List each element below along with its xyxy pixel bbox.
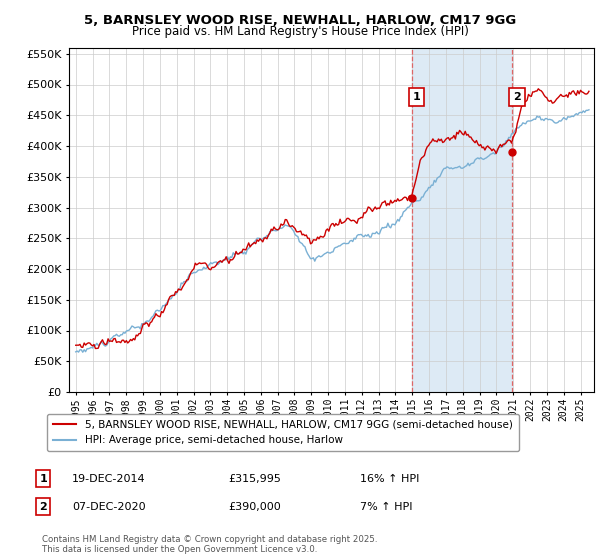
Text: 5, BARNSLEY WOOD RISE, NEWHALL, HARLOW, CM17 9GG: 5, BARNSLEY WOOD RISE, NEWHALL, HARLOW, … <box>84 14 516 27</box>
Text: Contains HM Land Registry data © Crown copyright and database right 2025.
This d: Contains HM Land Registry data © Crown c… <box>42 535 377 554</box>
Text: 16% ↑ HPI: 16% ↑ HPI <box>360 474 419 484</box>
Text: 2: 2 <box>513 92 521 102</box>
Text: £315,995: £315,995 <box>228 474 281 484</box>
Text: 1: 1 <box>413 92 421 102</box>
Text: 2: 2 <box>40 502 47 512</box>
Bar <box>412 48 512 392</box>
Text: Price paid vs. HM Land Registry's House Price Index (HPI): Price paid vs. HM Land Registry's House … <box>131 25 469 38</box>
Text: 7% ↑ HPI: 7% ↑ HPI <box>360 502 413 512</box>
Legend: 5, BARNSLEY WOOD RISE, NEWHALL, HARLOW, CM17 9GG (semi-detached house), HPI: Ave: 5, BARNSLEY WOOD RISE, NEWHALL, HARLOW, … <box>47 414 519 451</box>
Text: 07-DEC-2020: 07-DEC-2020 <box>72 502 146 512</box>
Text: 19-DEC-2014: 19-DEC-2014 <box>72 474 146 484</box>
Text: £390,000: £390,000 <box>228 502 281 512</box>
Text: 1: 1 <box>40 474 47 484</box>
